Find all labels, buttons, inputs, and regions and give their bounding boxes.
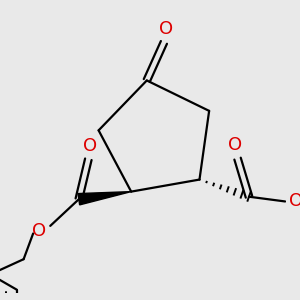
Text: O: O: [32, 222, 46, 240]
Text: O: O: [159, 20, 173, 38]
Text: O: O: [228, 136, 242, 154]
Text: O: O: [83, 137, 97, 155]
Text: O: O: [289, 193, 300, 211]
Polygon shape: [78, 192, 131, 205]
